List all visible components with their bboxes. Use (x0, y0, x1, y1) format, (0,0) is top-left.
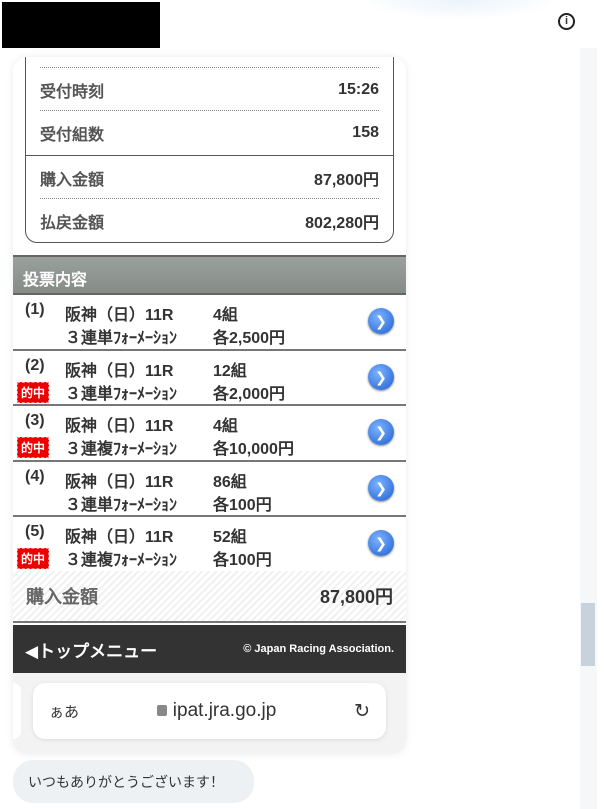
bet-row[interactable]: (3) 的中 阪神（日）11R ３連複ﾌｫｰﾒｰｼｮﾝ 4組各10,000円 ❯ (13, 406, 406, 462)
scrollbar-thumb[interactable] (581, 603, 595, 666)
top-menu-link[interactable]: ◀トップメニュー (25, 641, 158, 661)
redacted-area (2, 2, 160, 48)
background-glow (360, 0, 560, 20)
bet-type: ３連複ﾌｫｰﾒｰｼｮﾝ (65, 552, 178, 569)
value: 158 (352, 124, 379, 141)
address-bar[interactable]: ぁあ ipat.jra.go.jp ↻ (33, 683, 386, 739)
url-display[interactable]: ipat.jra.go.jp (79, 700, 354, 722)
bet-row[interactable]: (4) 阪神（日）11R ３連単ﾌｫｰﾒｰｼｮﾝ 86組各100円 ❯ (13, 462, 406, 517)
bet-count: 52組 (213, 529, 247, 546)
bet-type: ３連単ﾌｫｰﾒｰｼｮﾝ (65, 330, 178, 347)
bet-row[interactable]: (1) 阪神（日）11R ３連単ﾌｫｰﾒｰｼｮﾝ 4組各2,500円 ❯ (13, 295, 406, 351)
info-icon[interactable]: i (558, 13, 575, 30)
summary-row-time: 受付時刻 15:26 (40, 68, 379, 112)
url-text: ipat.jra.go.jp (172, 700, 277, 721)
lock-icon (156, 705, 167, 716)
bet-type: ３連複ﾌｫｰﾒｰｼｮﾝ (65, 441, 178, 458)
chevron-right-icon[interactable]: ❯ (368, 419, 394, 445)
summary-box: 受付時刻 15:26 受付組数 158 購入金額 87,800円 払戻金額 802,28… (25, 57, 394, 243)
bet-race: 阪神（日）11R (65, 473, 174, 491)
summary-row-count: 受付組数 158 (40, 111, 379, 155)
copyright: © Japan Racing Association. (243, 643, 394, 655)
total-value: 87,800円 (319, 587, 393, 607)
label: 受付時刻 (40, 84, 105, 101)
bet-number: (2) (25, 356, 45, 374)
chevron-right-icon[interactable]: ❯ (368, 474, 394, 501)
label: 受付組数 (40, 127, 105, 144)
value: 15:26 (338, 81, 379, 98)
chevron-right-icon[interactable]: ❯ (368, 308, 394, 334)
bet-amount: 各100円 (213, 496, 272, 514)
bet-race: 阪神（日）11R (65, 418, 174, 435)
bet-list: (1) 阪神（日）11R ３連単ﾌｫｰﾒｰｼｮﾝ 4組 各2,500円 ❯ (2) 的中 阪神… (13, 295, 406, 573)
summary-row-purchase: 購入金額 87,800円 (40, 156, 379, 200)
previous-tab[interactable] (13, 683, 21, 739)
reload-icon[interactable]: ↻ (354, 700, 370, 722)
footer-bar: ◀トップメニュー © Japan Racing Association. (13, 625, 406, 673)
text-size-button[interactable]: ぁあ (49, 703, 80, 721)
bet-amount: 各2,000円 (213, 385, 286, 403)
bet-count: 86組 (213, 473, 247, 491)
hit-badge: 的中 (17, 381, 50, 403)
bet-count: 4組 (213, 418, 238, 435)
bet-race: 阪神（日）11R (65, 307, 174, 324)
scrollbar-track[interactable] (580, 48, 597, 809)
hit-badge: 的中 (17, 437, 50, 458)
bet-count: 4組 (213, 307, 238, 324)
label: 購入金額 (40, 172, 105, 189)
total-row: 購入金額 87,800円 (13, 571, 406, 623)
browser-toolbar: ぁあ ipat.jra.go.jp ↻ (13, 673, 406, 754)
hit-badge: 的中 (17, 548, 50, 569)
bet-number: (5) (25, 523, 45, 540)
bet-number: (4) (25, 467, 45, 485)
chat-message: いつもありがとうございます！ (13, 760, 254, 803)
bet-row[interactable]: (2) 的中 阪神（日）11R ３連単ﾌｫｰﾒｰｼｮﾝ 12組各2,000円 ❯ (13, 351, 406, 406)
bet-count: 12組 (213, 362, 247, 380)
bet-amount: 各2,500円 (213, 330, 286, 347)
bet-row[interactable]: (5) 的中 阪神（日）11R ３連複ﾌｫｰﾒｰｼｮﾝ 52組各100円 ❯ (13, 517, 406, 573)
bet-type: ３連単ﾌｫｰﾒｰｼｮﾝ (65, 385, 178, 403)
bet-amount: 各10,000円 (213, 441, 294, 458)
label: 払戻金額 (40, 215, 105, 232)
summary-row-payout: 払戻金額 802,280円 (40, 199, 379, 243)
bet-type: ３連単ﾌｫｰﾒｰｼｮﾝ (65, 496, 178, 514)
chevron-right-icon[interactable]: ❯ (368, 363, 394, 390)
value: 87,800円 (314, 172, 379, 189)
bet-number: (1) (25, 301, 45, 318)
value: 802,280円 (305, 215, 379, 232)
bet-race: 阪神（日）11R (65, 362, 174, 380)
bet-race: 阪神（日）11R (65, 529, 174, 546)
chevron-right-icon[interactable]: ❯ (368, 530, 394, 556)
section-header: 投票内容 (13, 255, 406, 295)
screenshot-image: 受付時刻 15:26 受付組数 158 購入金額 87,800円 払戻金額 802,28… (13, 57, 406, 754)
bet-amount: 各100円 (213, 552, 272, 569)
bet-number: (3) (25, 412, 45, 429)
total-label: 購入金額 (26, 587, 98, 607)
